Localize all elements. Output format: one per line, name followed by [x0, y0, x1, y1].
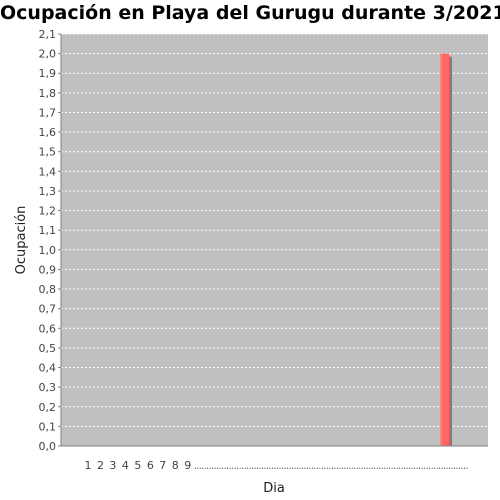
x-tick-label: 8: [172, 459, 179, 472]
x-tick-label-truncated: .....: [406, 459, 418, 472]
x-tick-label-truncated: .....: [443, 459, 455, 472]
x-tick-label: 7: [159, 459, 166, 472]
x-tick-label-truncated: .....: [344, 459, 356, 472]
y-tick-label: 1,7: [39, 106, 57, 119]
x-tick-label-truncated: .....: [381, 459, 393, 472]
x-tick-label-truncated: .....: [219, 459, 231, 472]
x-tick-label: 9: [184, 459, 191, 472]
x-tick-label: 2: [97, 459, 104, 472]
x-axis-label: Dia: [263, 481, 285, 496]
x-tick-label: 3: [109, 459, 116, 472]
y-tick-label: 0,1: [39, 420, 57, 433]
y-axis-ticks: 0,0 0,1 0,2 0,3 0,4 0,5 0,6 0,7 0,8 0,9 1,0 1,1 1,2 1…: [39, 28, 61, 453]
y-tick-label: 1,5: [39, 146, 57, 159]
x-tick-label-truncated: .....: [281, 459, 293, 472]
x-tick-label-truncated: .....: [206, 459, 218, 472]
y-tick-label: 1,4: [39, 165, 57, 178]
x-tick-label-truncated: .....: [269, 459, 281, 472]
x-tick-label-truncated: .....: [456, 459, 468, 472]
y-tick-label: 0,7: [39, 303, 57, 316]
x-tick-label-truncated: .....: [231, 459, 243, 472]
bar: [440, 53, 450, 446]
y-tick-label: 0,4: [39, 362, 57, 375]
y-tick-label: 1,2: [39, 205, 57, 218]
x-tick-label-truncated: .....: [393, 459, 405, 472]
x-tick-label-truncated: .....: [356, 459, 368, 472]
y-tick-label: 0,3: [39, 381, 57, 394]
y-tick-label: 0,0: [39, 440, 57, 453]
y-tick-label: 0,8: [39, 283, 57, 296]
y-tick-label: 1,6: [39, 126, 57, 139]
chart-title: Ocupación en Playa del Gurugu durante 3/…: [0, 2, 500, 24]
grid-lines: [61, 33, 488, 427]
x-tick-label-truncated: .....: [194, 459, 206, 472]
x-tick-label-truncated: .....: [256, 459, 268, 472]
y-axis-label: Ocupación: [14, 206, 29, 275]
y-tick-label: 0,5: [39, 342, 57, 355]
y-tick-label: 2,1: [39, 28, 57, 41]
plot-area: [61, 34, 488, 446]
y-tick-label: 2,0: [39, 48, 57, 61]
x-tick-label-truncated: .....: [319, 459, 331, 472]
x-tick-label-truncated: .....: [294, 459, 306, 472]
y-tick-label: 1,0: [39, 244, 57, 257]
x-tick-label-truncated: .....: [244, 459, 256, 472]
bars: [440, 53, 453, 446]
x-axis-ticks: 1 2 3 4 5 6 7 8 9...............................…: [85, 459, 469, 472]
y-tick-label: 1,1: [39, 224, 57, 237]
y-tick-label: 0,2: [39, 401, 57, 414]
x-tick-label: 5: [134, 459, 141, 472]
x-tick-label: 6: [147, 459, 154, 472]
x-tick-label-truncated: .....: [306, 459, 318, 472]
y-tick-label: 1,3: [39, 185, 57, 198]
y-tick-label: 0,6: [39, 322, 57, 335]
x-tick-label-truncated: .....: [369, 459, 381, 472]
x-tick-label-truncated: .....: [418, 459, 430, 472]
x-tick-label: 4: [122, 459, 129, 472]
x-tick-label-truncated: .....: [431, 459, 443, 472]
x-tick-label-truncated: .....: [331, 459, 343, 472]
y-tick-label: 1,9: [39, 67, 57, 80]
x-tick-label: 1: [85, 459, 92, 472]
y-tick-label: 1,8: [39, 87, 57, 100]
y-tick-label: 0,9: [39, 263, 57, 276]
